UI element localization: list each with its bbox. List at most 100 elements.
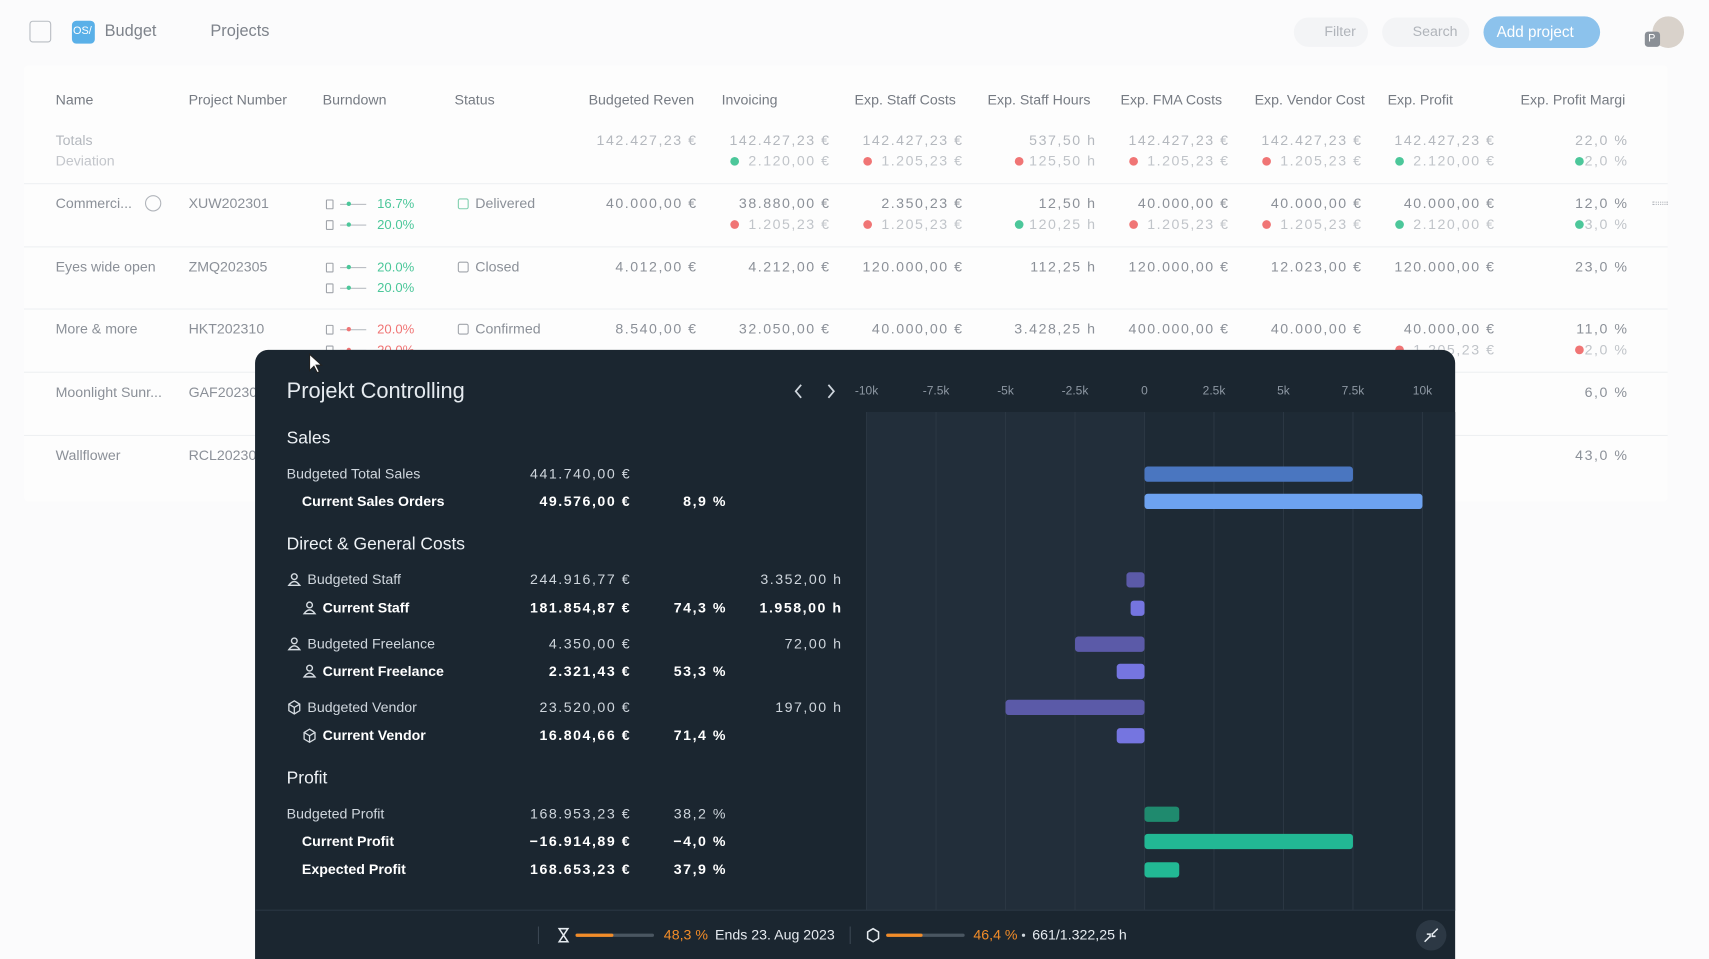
- hourglass-icon: [557, 927, 570, 943]
- cell-value: 142.427,23 €: [729, 131, 831, 149]
- cell-value: 38.880,00 €: [738, 195, 831, 212]
- deviation-indicator: [1575, 156, 1584, 166]
- project-name[interactable]: More & more: [55, 320, 138, 337]
- burndown-dot: [346, 285, 351, 290]
- column-header[interactable]: Exp. Profit: [1387, 91, 1453, 108]
- column-header[interactable]: Project Number: [188, 91, 288, 108]
- avatar-badge: [1644, 31, 1661, 47]
- cell-value: 32.050,00 €: [738, 320, 831, 337]
- cell-value: 142.427,23 €: [862, 131, 964, 149]
- column-header[interactable]: Exp. Vendor Cost: [1254, 91, 1365, 108]
- row-amount: 168.953,23 €: [530, 805, 632, 822]
- cell-deviation: 125,50 h: [1029, 152, 1097, 169]
- cell-value: 8.540,00 €: [615, 320, 698, 337]
- add-project-button[interactable]: [1483, 16, 1601, 48]
- cell-value: 12,50 h: [1038, 195, 1097, 212]
- cell-value: 2.350,23 €: [881, 195, 964, 212]
- project-number: XUW202301: [188, 195, 269, 212]
- column-header[interactable]: Exp. Staff Hours: [987, 91, 1091, 108]
- burndown-line: [340, 329, 367, 331]
- x-tick-label: 2.5k: [1203, 384, 1227, 398]
- cell-value: 40.000,00 €: [871, 320, 964, 337]
- cell-value: 142.427,23 €: [596, 131, 698, 149]
- row-label: Current Sales Orders: [301, 492, 445, 510]
- burndown-value: 20.0%: [377, 321, 415, 337]
- column-header[interactable]: Burndown: [322, 91, 387, 108]
- info-icon: [144, 195, 162, 212]
- burndown-icon: [325, 324, 334, 335]
- totals-sublabel: Deviation: [55, 152, 115, 169]
- end-date: Ends 23. Aug 2023: [715, 926, 835, 943]
- search-label[interactable]: Search: [1412, 22, 1458, 40]
- project-number: HKT202310: [188, 320, 265, 337]
- status: Closed: [475, 258, 520, 275]
- row-label: Budgeted Total Sales: [286, 465, 421, 482]
- column-header[interactable]: Name: [55, 91, 94, 108]
- cell-deviation: 2.120,00 €: [1413, 152, 1496, 169]
- x-tick-label: 5k: [1277, 384, 1291, 398]
- cell-value: 3.428,25 h: [1014, 320, 1097, 337]
- project-name[interactable]: Wallflower: [55, 446, 121, 464]
- box-icon: [303, 728, 316, 744]
- progress-fill: [575, 933, 614, 937]
- project-number: ZMQ202305: [188, 258, 268, 275]
- project-name[interactable]: Commerci...: [55, 195, 132, 212]
- row-label: Current Staff: [322, 599, 410, 616]
- cell-value: 142.427,23 €: [1261, 131, 1363, 149]
- cell-deviation: 1.205,23 €: [881, 215, 964, 233]
- x-tick-label: -2.5k: [1062, 384, 1090, 398]
- next-button[interactable]: [827, 384, 835, 399]
- project-name[interactable]: Eyes wide open: [55, 258, 156, 275]
- deviation-indicator: [730, 220, 740, 229]
- column-header[interactable]: Invoicing: [721, 91, 778, 108]
- deviation-indicator: [1575, 220, 1584, 229]
- cell-value: 12.023,00 €: [1270, 258, 1363, 275]
- app-name[interactable]: Budget: [104, 21, 157, 41]
- cell-value: 4.212,00 €: [748, 258, 831, 275]
- prev-button[interactable]: [794, 384, 802, 399]
- cell-value: 23,0 %: [1575, 258, 1629, 275]
- separator-dot: [1021, 933, 1026, 937]
- add-project-label[interactable]: Add project: [1496, 22, 1574, 41]
- person-icon: [287, 645, 302, 651]
- x-tick-label: 7.5k: [1342, 384, 1366, 398]
- cell-deviation: 2.120,00 €: [748, 152, 831, 169]
- cell-value: 4.012,00 €: [615, 258, 698, 275]
- more-button[interactable]: [1652, 201, 1668, 205]
- home-button[interactable]: [29, 20, 52, 43]
- cell-deviation: 1.205,23 €: [881, 152, 964, 169]
- column-header[interactable]: Exp. Profit Margi: [1520, 91, 1626, 108]
- row-label: Budgeted Profit: [286, 805, 385, 822]
- project-name[interactable]: Moonlight Sunr...: [55, 383, 162, 401]
- cell-value: 6,0 %: [1584, 383, 1629, 401]
- project-number: RCL20230: [188, 446, 257, 464]
- collapse-button[interactable]: [1415, 919, 1447, 951]
- row-hours: 72,00 h: [784, 635, 843, 652]
- deviation-indicator: [1014, 156, 1024, 166]
- burndown-line: [340, 267, 367, 269]
- search-button[interactable]: [1382, 17, 1470, 47]
- bar: [1116, 728, 1145, 744]
- column-header[interactable]: Exp. Staff Costs: [854, 91, 956, 108]
- cell-value: 120.000,00 €: [1394, 258, 1496, 275]
- filter-label[interactable]: Filter: [1324, 22, 1356, 40]
- row-amount: 16.804,66 €: [539, 727, 632, 744]
- x-tick-label: -5k: [997, 384, 1015, 398]
- burndown-line: [340, 203, 367, 205]
- section-name[interactable]: Projects: [210, 21, 270, 41]
- column-header[interactable]: Status: [454, 91, 495, 108]
- burndown-line: [340, 224, 367, 226]
- row-amount: 441.740,00 €: [530, 465, 632, 482]
- burndown-dot: [346, 222, 351, 227]
- cell-deviation: 1.205,23 €: [1280, 215, 1363, 233]
- column-header[interactable]: Budgeted Reven: [588, 91, 695, 108]
- row-amount: 181.854,87 €: [530, 599, 632, 616]
- cell-value: 40.000,00 €: [1270, 195, 1363, 212]
- filter-button[interactable]: [1293, 17, 1368, 47]
- bar: [1144, 493, 1423, 510]
- column-header[interactable]: Exp. FMA Costs: [1120, 91, 1223, 108]
- cell-deviation: 2,0 %: [1584, 152, 1629, 169]
- cell-deviation: 1.205,23 €: [748, 215, 831, 233]
